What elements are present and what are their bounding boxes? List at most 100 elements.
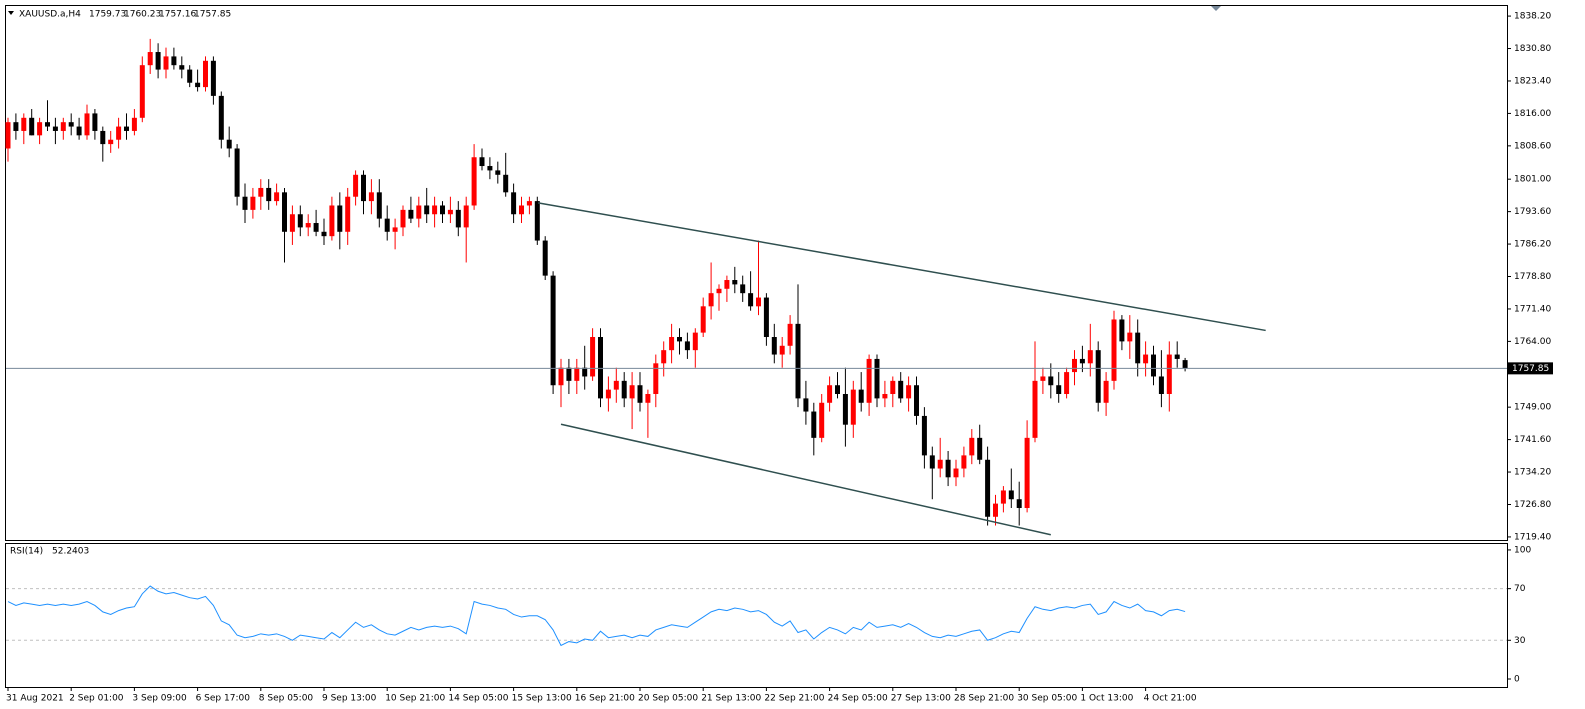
candle-body xyxy=(819,402,825,438)
candle-body xyxy=(1135,332,1141,364)
x-tick-label: 9 Sep 13:00 xyxy=(322,694,377,704)
candle-body xyxy=(1016,499,1022,508)
candle-body xyxy=(542,240,548,276)
candle-body xyxy=(945,459,951,478)
candle-body xyxy=(84,113,90,136)
trendline xyxy=(560,423,1051,536)
candle-body xyxy=(187,69,193,83)
candle-body xyxy=(384,218,390,232)
close: 1757.85 xyxy=(194,10,231,20)
candle-body xyxy=(329,205,335,237)
candle-body xyxy=(479,157,485,167)
candle-body xyxy=(1056,385,1062,395)
y-tick-label: 1719.40 xyxy=(1514,532,1551,542)
candle-body xyxy=(993,503,998,517)
candle-body xyxy=(708,293,714,307)
candle-body xyxy=(598,337,603,399)
candle-body xyxy=(645,394,651,403)
symbol: XAUUSD.a,H4 xyxy=(19,10,81,20)
x-tick-label: 28 Sep 21:00 xyxy=(954,694,1014,704)
candle-body xyxy=(1079,358,1085,364)
y-tick-label: 1816.00 xyxy=(1514,109,1551,119)
candle-body xyxy=(613,380,619,390)
candle-body xyxy=(337,205,343,232)
candle-body xyxy=(937,459,943,469)
y-tick-label: 1726.80 xyxy=(1514,500,1551,510)
candle-body xyxy=(29,117,35,136)
candle-body xyxy=(1127,332,1133,342)
x-tick-label: 20 Sep 05:00 xyxy=(638,694,698,704)
candle-body xyxy=(637,385,643,403)
candle-body xyxy=(969,437,975,456)
candle-body xyxy=(677,337,682,342)
candle-body xyxy=(827,385,833,403)
candle-body xyxy=(1111,319,1117,381)
candle-body xyxy=(977,437,983,460)
x-tick-label: 22 Sep 21:00 xyxy=(764,694,824,704)
candle-body xyxy=(274,192,280,202)
candle-body xyxy=(297,214,303,228)
candle-body xyxy=(68,122,74,127)
x-tick-label: 24 Sep 05:00 xyxy=(828,694,888,704)
candle-body xyxy=(400,209,406,228)
candle-body xyxy=(447,209,453,215)
candle-body xyxy=(218,95,224,140)
candle-body xyxy=(313,223,319,232)
candle-body xyxy=(353,174,359,197)
candle-body xyxy=(1166,354,1172,395)
candle-body xyxy=(163,56,169,70)
candle-body xyxy=(92,113,98,131)
candle-body xyxy=(1048,376,1054,386)
candle-body xyxy=(550,275,556,386)
candle-body xyxy=(1174,354,1180,359)
candle-body xyxy=(511,192,517,215)
y-tick-label: 1778.80 xyxy=(1514,272,1551,282)
candle-body xyxy=(234,148,240,197)
candle-body xyxy=(653,363,659,395)
candle-body xyxy=(60,122,66,131)
y-tick-label: 1830.80 xyxy=(1514,44,1551,54)
candle-body xyxy=(1095,350,1101,403)
y-tick-label: 1838.20 xyxy=(1514,12,1551,22)
y-tick-label: 1749.00 xyxy=(1514,403,1551,413)
x-tick-label: 14 Sep 05:00 xyxy=(448,694,508,704)
candle-body xyxy=(250,196,256,210)
candle-body xyxy=(440,205,445,215)
candle-body xyxy=(392,227,398,232)
y-tick-label: 100 xyxy=(1514,545,1531,555)
candle-body xyxy=(582,367,588,377)
candle-body xyxy=(116,126,122,140)
candle-body xyxy=(1064,372,1070,395)
y-tick-label: 1823.40 xyxy=(1514,76,1551,86)
candle-body xyxy=(1008,490,1014,500)
y-tick-label: 1808.60 xyxy=(1514,141,1551,151)
candle-body xyxy=(147,52,153,66)
candle-body xyxy=(763,297,769,338)
candle-body xyxy=(1024,437,1030,508)
candle-body xyxy=(416,205,422,219)
candle-body xyxy=(621,380,627,399)
x-tick-label: 15 Sep 13:00 xyxy=(512,694,572,704)
x-tick-label: 10 Sep 21:00 xyxy=(385,694,445,704)
candle-body xyxy=(748,293,754,307)
candle-body xyxy=(368,192,374,202)
candle-body xyxy=(795,323,801,399)
candle-body xyxy=(803,398,809,412)
candle-body xyxy=(716,288,722,294)
candle-body xyxy=(669,337,675,351)
menu-arrow[interactable] xyxy=(8,11,14,15)
candle-body xyxy=(787,323,793,346)
candle-body xyxy=(210,60,216,96)
candle-body xyxy=(424,205,430,215)
x-tick-label: 4 Oct 21:00 xyxy=(1144,694,1197,704)
candle-body xyxy=(45,122,50,127)
candle-body xyxy=(756,297,761,307)
candle-body xyxy=(929,455,935,469)
x-tick-label: 30 Sep 05:00 xyxy=(1017,694,1077,704)
open: 1759.73 xyxy=(89,10,126,20)
candle-body xyxy=(1040,376,1046,381)
candle-body xyxy=(408,209,414,219)
candle-body xyxy=(503,174,509,193)
candle-body xyxy=(534,201,540,241)
candle-body xyxy=(526,201,532,206)
